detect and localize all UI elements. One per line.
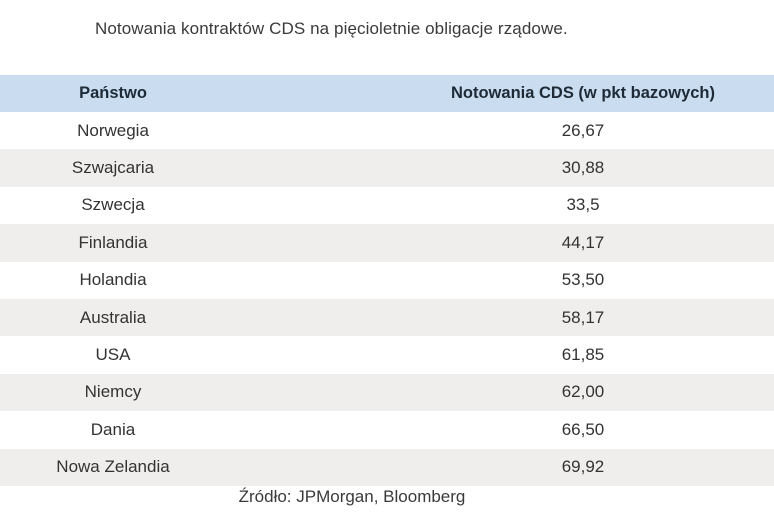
table-row: Norwegia 26,67 bbox=[0, 112, 774, 150]
value-cell: 61,85 bbox=[561, 345, 605, 365]
table-row: USA 61,85 bbox=[0, 336, 774, 374]
value-cell: 66,50 bbox=[561, 419, 605, 439]
value-cell: 26,67 bbox=[561, 120, 605, 140]
value-cell: 69,92 bbox=[561, 457, 605, 477]
table-row: Australia 58,17 bbox=[0, 298, 774, 337]
country-cell: Szwajcaria bbox=[71, 158, 155, 178]
country-cell: Finlandia bbox=[78, 232, 148, 252]
table-row: Dania 66,50 bbox=[0, 411, 774, 449]
value-cell: 62,00 bbox=[561, 382, 605, 402]
table-row: Szwajcaria 30,88 bbox=[0, 149, 774, 187]
header-country: Państwo bbox=[79, 84, 147, 102]
value-cell: 58,17 bbox=[561, 307, 605, 327]
cds-table: Państwo Notowania CDS (w pkt bazowych) N… bbox=[0, 75, 774, 486]
country-cell: USA bbox=[95, 345, 131, 365]
country-cell: Niemcy bbox=[84, 382, 142, 402]
country-cell: Dania bbox=[90, 419, 136, 439]
value-cell: 30,88 bbox=[561, 158, 605, 178]
country-cell: Nowa Zelandia bbox=[56, 457, 170, 477]
table-title: Notowania kontraktów CDS na pięcioletnie… bbox=[95, 19, 568, 38]
country-cell: Norwegia bbox=[77, 120, 149, 140]
country-cell: Holandia bbox=[79, 270, 147, 290]
value-cell: 53,50 bbox=[561, 270, 605, 290]
table-row: Finlandia 44,17 bbox=[0, 224, 774, 262]
table-row: Nowa Zelandia 69,92 bbox=[0, 448, 774, 486]
table-row: Niemcy 62,00 bbox=[0, 373, 774, 412]
country-cell: Australia bbox=[79, 307, 147, 327]
country-cell: Szwecja bbox=[81, 195, 145, 215]
value-cell: 33,5 bbox=[566, 195, 600, 215]
header-cds-value: Notowania CDS (w pkt bazowych) bbox=[450, 84, 716, 102]
value-cell: 44,17 bbox=[561, 232, 605, 252]
table-header-row: Państwo Notowania CDS (w pkt bazowych) bbox=[0, 75, 774, 112]
table-row: Holandia 53,50 bbox=[0, 261, 774, 299]
source-note: Źródło: JPMorgan, Bloomberg bbox=[238, 487, 466, 506]
table-row: Szwecja 33,5 bbox=[0, 186, 774, 225]
